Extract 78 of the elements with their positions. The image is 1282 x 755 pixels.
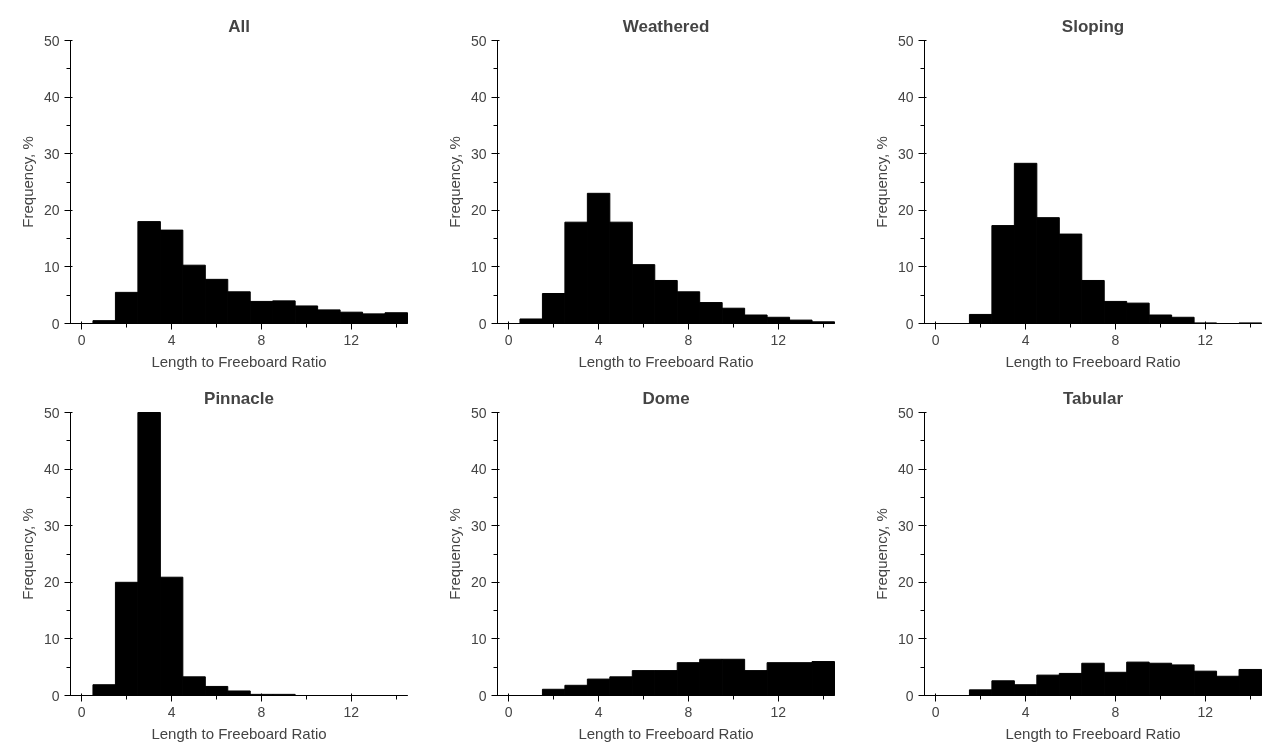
y-tick-label: 10 [43,630,60,647]
y-tick-label: 50 [470,32,487,49]
y-tick-label: 10 [470,630,487,647]
x-tick-label: 12 [770,703,787,720]
y-tick-label: 10 [897,258,914,275]
x-axis-title: Length to Freeboard Ratio [151,724,327,742]
x-tick-label: 0 [77,703,86,720]
x-tick-label: 12 [343,331,360,348]
x-axis-title: Length to Freeboard Ratio [151,352,327,370]
x-tick-label: 8 [1111,703,1120,720]
y-axis-title: Frequency, % [18,136,36,228]
y-tick-label: 40 [470,89,487,106]
y-tick-label: 30 [470,145,487,162]
chart-title: Tabular [1062,388,1124,408]
y-tick-label: 20 [897,574,914,591]
y-tick-label: 50 [470,404,487,421]
y-axis-title: Frequency, % [872,136,890,228]
x-axis-title: Length to Freeboard Ratio [578,724,754,742]
x-tick-label: 12 [343,703,360,720]
x-axis-title: Length to Freeboard Ratio [578,352,754,370]
x-tick-label: 12 [770,331,787,348]
x-tick-label: 0 [504,703,513,720]
y-tick-label: 30 [43,145,60,162]
chart-title: Weathered [622,16,710,36]
x-tick-label: 8 [684,703,693,720]
y-axis-title: Frequency, % [445,508,463,600]
x-tick-label: 8 [257,331,266,348]
x-tick-label: 8 [257,703,266,720]
y-tick-label: 20 [897,202,914,219]
y-axis-title: Frequency, % [445,136,463,228]
y-tick-label: 30 [470,517,487,534]
y-tick-label: 50 [43,404,60,421]
x-tick-label: 4 [594,331,603,348]
y-tick-label: 30 [897,517,914,534]
x-tick-label: 12 [1197,331,1214,348]
x-tick-label: 0 [77,331,86,348]
x-tick-label: 8 [684,331,693,348]
y-tick-label: 20 [470,202,487,219]
chart-title: All [228,16,250,36]
y-axis-title: Frequency, % [18,508,36,600]
x-tick-label: 4 [594,703,603,720]
y-tick-label: 0 [51,687,60,704]
x-tick-label: 0 [931,331,940,348]
y-tick-label: 30 [897,145,914,162]
y-axis-title: Frequency, % [872,508,890,600]
y-tick-label: 40 [470,461,487,478]
y-tick-label: 20 [43,202,60,219]
chart-title: Sloping [1061,16,1125,36]
x-tick-label: 4 [167,703,176,720]
y-tick-label: 50 [897,32,914,49]
y-tick-label: 40 [897,461,914,478]
y-tick-label: 30 [43,517,60,534]
y-tick-label: 10 [43,258,60,275]
x-tick-label: 4 [167,331,176,348]
x-axis-title: Length to Freeboard Ratio [1005,724,1181,742]
y-tick-label: 40 [43,461,60,478]
x-axis-title: Length to Freeboard Ratio [1005,352,1181,370]
y-tick-label: 0 [51,315,60,332]
y-tick-label: 50 [897,404,914,421]
x-tick-label: 12 [1197,703,1214,720]
y-tick-label: 0 [478,315,487,332]
y-tick-label: 10 [897,630,914,647]
y-tick-label: 20 [43,574,60,591]
x-tick-label: 8 [1111,331,1120,348]
x-tick-label: 4 [1021,331,1030,348]
chart-title: Dome [642,388,690,408]
y-tick-label: 40 [897,89,914,106]
x-tick-label: 0 [504,331,513,348]
y-tick-label: 0 [478,687,487,704]
y-tick-label: 0 [905,315,914,332]
y-tick-label: 0 [905,687,914,704]
y-tick-label: 10 [470,258,487,275]
chart-title: Pinnacle [204,388,274,408]
y-tick-label: 20 [470,574,487,591]
y-tick-label: 50 [43,32,60,49]
x-tick-label: 4 [1021,703,1030,720]
x-tick-label: 0 [931,703,940,720]
y-tick-label: 40 [43,89,60,106]
